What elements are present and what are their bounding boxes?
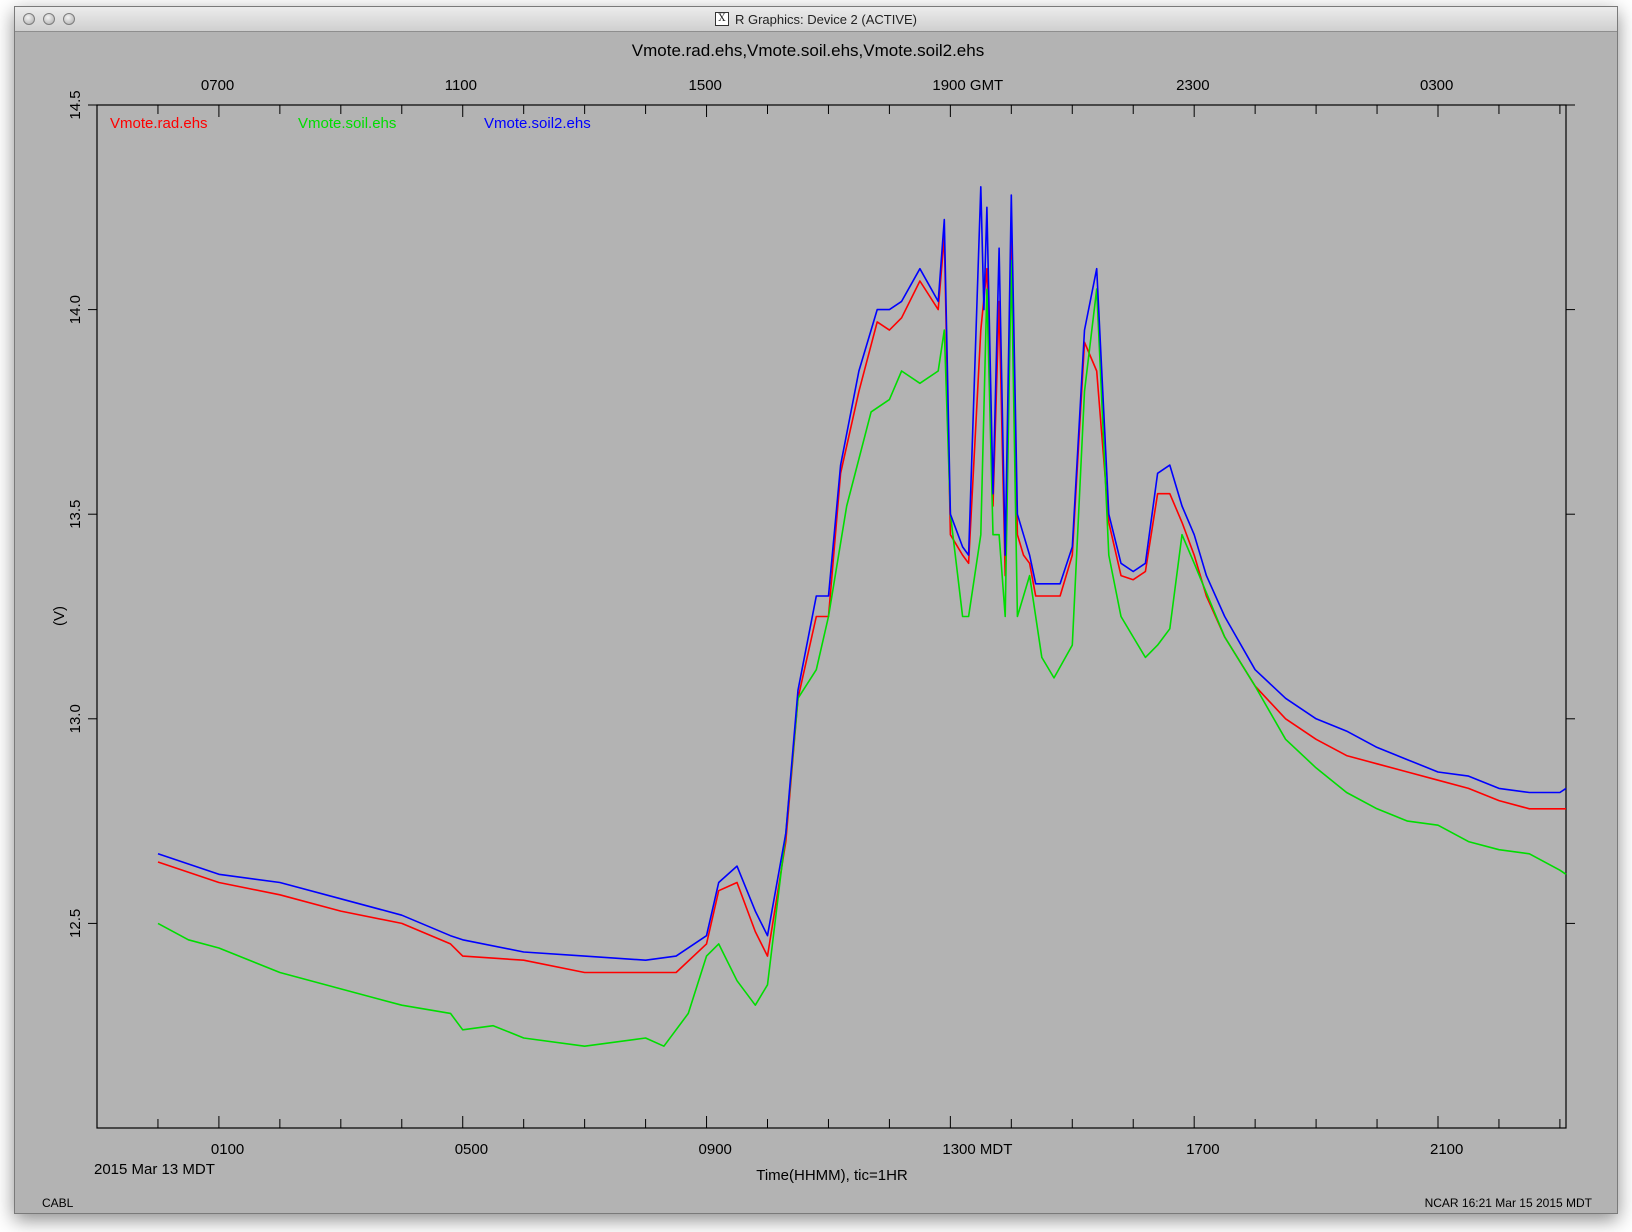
- x-tick-label-top: 0300: [1420, 77, 1453, 94]
- series-line: [157, 259, 1567, 1047]
- series-line: [157, 186, 1567, 962]
- x-tick-label-top: 0700: [201, 77, 234, 94]
- y-tick-label: 12.5: [67, 909, 84, 938]
- y-tick-label: 13.0: [67, 704, 84, 733]
- series-group: [157, 186, 1567, 1047]
- graphics-window: X R Graphics: Device 2 (ACTIVE): [14, 6, 1618, 1214]
- x-tick-label-bottom: 2100: [1430, 1141, 1463, 1158]
- x-tick-label-bottom: 0500: [455, 1141, 488, 1158]
- close-button[interactable]: [23, 13, 35, 25]
- footer-right: NCAR 16:21 Mar 15 2015 MDT: [1425, 1196, 1593, 1210]
- x-axis-label: Time(HHMM), tic=1HR: [756, 1167, 908, 1184]
- y-axis-label: (V): [51, 606, 68, 626]
- legend-entry: Vmote.soil2.ehs: [484, 115, 591, 132]
- x11-icon: X: [714, 12, 729, 26]
- zoom-button[interactable]: [63, 13, 75, 25]
- x-tick-label-top: 2300: [1176, 77, 1209, 94]
- window-title: R Graphics: Device 2 (ACTIVE): [734, 11, 918, 27]
- footer-left: CABL: [42, 1196, 74, 1210]
- plot-frame: [96, 104, 1567, 1129]
- chart-title: Vmote.rad.ehs,Vmote.soil.ehs,Vmote.soil2…: [632, 41, 984, 60]
- x-tick-label-bottom: 1700: [1186, 1141, 1219, 1158]
- y-tick-label: 14.5: [67, 90, 84, 119]
- x-axis-top: 0700 1100 1500 1900 GMT 2300 0300: [96, 77, 1561, 117]
- legend: Vmote.rad.ehs Vmote.soil.ehs Vmote.soil2.e…: [110, 115, 591, 132]
- x-tick-label-bottom: 1300 MDT: [942, 1141, 1012, 1158]
- y-tick-label: 14.0: [67, 295, 84, 324]
- date-label: 2015 Mar 13 MDT: [94, 1161, 215, 1178]
- x-tick-label-top: 1500: [689, 77, 722, 94]
- x-tick-label-top: 1100: [445, 77, 477, 94]
- series-line: [157, 218, 1566, 974]
- x-tick-label-bottom: 0900: [699, 1141, 732, 1158]
- minimize-button[interactable]: [43, 13, 55, 25]
- legend-entry: Vmote.soil.ehs: [298, 115, 396, 132]
- x-tick-label-bottom: 0100: [211, 1141, 244, 1158]
- y-tick-label: 13.5: [67, 500, 84, 529]
- x-tick-label-top: 1900 GMT: [932, 77, 1003, 94]
- legend-entry: Vmote.rad.ehs: [110, 115, 208, 132]
- y-axis: 12.5 13.0 13.5 14.0 14.5: [67, 90, 1575, 938]
- title-bar[interactable]: X R Graphics: Device 2 (ACTIVE): [15, 7, 1617, 32]
- x-axis-bottom: 0100 0500 0900 1300 MDT 1700 2100: [96, 1116, 1561, 1158]
